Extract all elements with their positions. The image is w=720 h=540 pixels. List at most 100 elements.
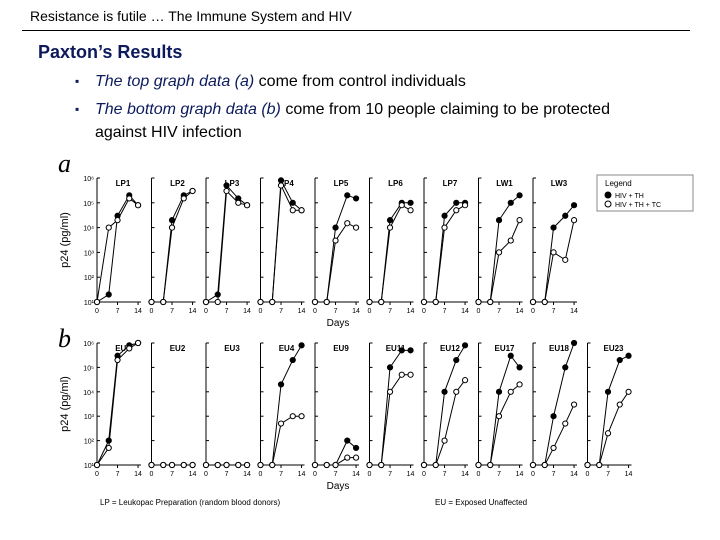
bullet-emphasis: The top graph data (a) bbox=[95, 73, 255, 90]
series-line bbox=[424, 345, 466, 466]
data-point bbox=[550, 413, 557, 420]
bullet-emphasis: The bottom graph data (b) bbox=[95, 101, 281, 118]
data-point bbox=[323, 461, 330, 469]
data-point bbox=[277, 381, 285, 388]
data-point bbox=[289, 413, 296, 420]
data-point bbox=[604, 388, 612, 395]
data-point bbox=[562, 212, 569, 219]
data-point bbox=[398, 347, 405, 354]
x-tick-label: 14 bbox=[570, 471, 578, 478]
x-tick-label: 7 bbox=[334, 471, 338, 478]
data-point bbox=[311, 461, 319, 469]
y-tick-label: 10³ bbox=[84, 414, 95, 421]
data-point bbox=[507, 388, 514, 395]
data-point bbox=[378, 461, 385, 469]
data-point bbox=[562, 364, 569, 371]
data-point bbox=[441, 224, 448, 231]
data-point bbox=[114, 356, 121, 364]
data-point bbox=[550, 224, 557, 231]
data-point bbox=[223, 187, 230, 195]
y-axis-label: p24 (pg/ml) bbox=[59, 376, 71, 432]
data-point bbox=[332, 237, 339, 244]
data-point bbox=[495, 217, 503, 224]
x-tick-label: 7 bbox=[552, 308, 556, 315]
data-point bbox=[570, 202, 578, 209]
data-point bbox=[134, 339, 142, 347]
data-point bbox=[378, 298, 385, 306]
row-label: a bbox=[58, 149, 71, 178]
x-tick-label: 0 bbox=[313, 471, 317, 478]
data-point bbox=[432, 298, 439, 306]
x-tick-label: 14 bbox=[352, 471, 360, 478]
data-point bbox=[570, 217, 578, 224]
x-tick-label: 0 bbox=[95, 308, 99, 315]
x-tick-label: 14 bbox=[189, 471, 197, 478]
legend-box bbox=[596, 174, 694, 212]
panel-label: EU9 bbox=[333, 344, 349, 353]
x-tick-label: 0 bbox=[477, 471, 481, 478]
data-point bbox=[453, 388, 460, 395]
x-tick-label: 7 bbox=[279, 308, 283, 315]
x-tick-label: 7 bbox=[388, 308, 392, 315]
data-point bbox=[487, 298, 494, 306]
data-point bbox=[529, 298, 537, 306]
x-tick-label: 0 bbox=[368, 308, 372, 315]
panel-label: EU17 bbox=[494, 344, 515, 353]
x-tick-label: 7 bbox=[388, 471, 392, 478]
data-point bbox=[323, 298, 330, 306]
data-point bbox=[516, 381, 523, 388]
data-point bbox=[386, 217, 394, 224]
data-point bbox=[616, 401, 623, 408]
data-point bbox=[550, 249, 557, 256]
data-point bbox=[214, 461, 221, 469]
y-tick-label: 10² bbox=[84, 439, 95, 446]
data-point bbox=[352, 444, 360, 452]
data-point bbox=[441, 388, 448, 395]
x-tick-label: 14 bbox=[243, 308, 251, 315]
data-point bbox=[495, 413, 503, 420]
x-tick-label: 0 bbox=[150, 308, 154, 315]
x-tick-label: 14 bbox=[625, 471, 633, 478]
x-tick-label: 0 bbox=[150, 471, 154, 478]
data-point bbox=[461, 202, 469, 209]
data-point bbox=[516, 364, 523, 371]
x-tick-label: 0 bbox=[313, 308, 317, 315]
y-tick-label: 10⁶ bbox=[83, 176, 94, 183]
legend-label: HIV + TH bbox=[615, 193, 644, 200]
panel-label: LP5 bbox=[334, 179, 349, 188]
x-tick-label: 0 bbox=[477, 308, 481, 315]
x-tick-label: 14 bbox=[352, 308, 360, 315]
data-point bbox=[495, 388, 503, 395]
data-point bbox=[277, 177, 285, 184]
data-point bbox=[93, 461, 101, 469]
series-line bbox=[369, 374, 411, 466]
data-point bbox=[516, 192, 523, 199]
data-point bbox=[257, 298, 264, 306]
data-point bbox=[570, 401, 578, 408]
data-point bbox=[134, 202, 142, 209]
data-point bbox=[398, 371, 405, 378]
data-point bbox=[366, 461, 373, 469]
data-point bbox=[189, 461, 196, 469]
data-point bbox=[214, 298, 221, 306]
footnote: LP = Leukopac Preparation (random blood … bbox=[100, 498, 281, 507]
x-tick-label: 0 bbox=[531, 308, 535, 315]
data-point bbox=[148, 461, 155, 469]
data-point bbox=[344, 437, 351, 444]
series-line bbox=[478, 384, 520, 466]
data-point bbox=[541, 298, 548, 306]
data-point bbox=[507, 199, 514, 206]
data-point bbox=[420, 298, 428, 306]
data-point bbox=[475, 298, 482, 306]
data-point bbox=[529, 461, 537, 469]
data-point bbox=[126, 345, 133, 352]
data-point bbox=[105, 291, 112, 298]
data-point bbox=[289, 207, 296, 214]
x-tick-label: 14 bbox=[298, 308, 306, 315]
data-point bbox=[453, 207, 460, 214]
data-point bbox=[332, 461, 339, 469]
data-point bbox=[386, 364, 394, 371]
x-tick-label: 7 bbox=[116, 308, 120, 315]
data-point bbox=[105, 437, 112, 444]
